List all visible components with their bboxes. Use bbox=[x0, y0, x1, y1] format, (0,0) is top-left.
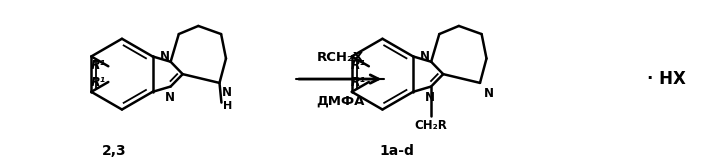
Text: 2,3: 2,3 bbox=[102, 144, 126, 158]
Text: R¹: R¹ bbox=[351, 59, 366, 72]
Text: N: N bbox=[159, 50, 170, 63]
Text: CH₂R: CH₂R bbox=[415, 119, 448, 132]
Text: R¹: R¹ bbox=[351, 76, 366, 90]
Text: RCH₂X: RCH₂X bbox=[317, 51, 364, 64]
Text: H: H bbox=[223, 101, 232, 111]
Text: N: N bbox=[221, 86, 232, 99]
Text: 1a-d: 1a-d bbox=[380, 144, 415, 158]
Text: R¹: R¹ bbox=[91, 59, 105, 72]
Text: N: N bbox=[425, 92, 435, 104]
Text: N: N bbox=[165, 92, 175, 104]
Text: N: N bbox=[420, 50, 430, 63]
Text: · HX: · HX bbox=[647, 70, 686, 88]
Text: N: N bbox=[484, 87, 494, 100]
Text: ДМФА: ДМФА bbox=[316, 94, 364, 107]
Text: R¹: R¹ bbox=[91, 76, 105, 90]
